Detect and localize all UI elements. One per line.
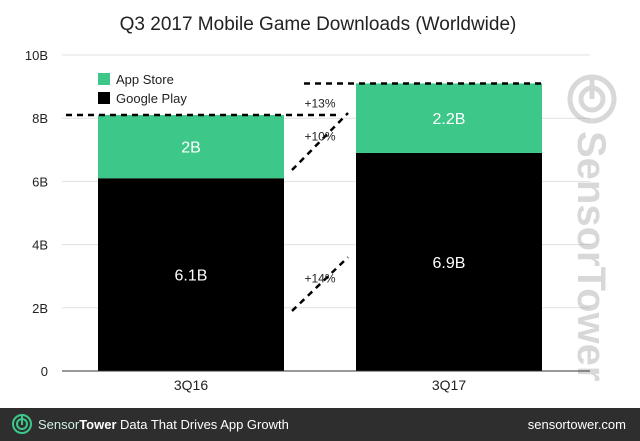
y-tick-label: 2B: [32, 301, 48, 316]
watermark-ring-inner: [578, 85, 606, 113]
footer-bar: SensorTower Data That Drives App Growth …: [0, 408, 640, 441]
y-tick-label: 6B: [32, 174, 48, 189]
sensortower-logo-icon: [12, 414, 32, 434]
legend-swatch-app-store: [98, 73, 110, 85]
y-axis-ticks: 0 2B 4B 6B 8B 10B: [25, 48, 48, 379]
bar-app-store-3q17: [356, 83, 542, 153]
bars: 6.1B 2B 6.9B 2.2B: [98, 83, 542, 371]
annotation-app-store: +10%: [304, 129, 335, 143]
footer-tagline: Data That Drives App Growth: [120, 417, 289, 432]
watermark-stem: [589, 77, 595, 99]
x-tick-label: 3Q17: [432, 377, 466, 393]
footer-brand: SensorTower: [38, 417, 117, 432]
watermark-text: SensorTower: [569, 131, 613, 381]
dashed-connector-app-store: [291, 112, 349, 171]
legend-label: App Store: [116, 72, 174, 87]
footer-site-link[interactable]: sensortower.com: [527, 417, 626, 432]
sensortower-watermark: SensorTower: [567, 74, 617, 381]
watermark-group: SensorTower: [567, 74, 617, 381]
bar-value-label: 2.2B: [433, 111, 466, 128]
annotation-total: +13%: [304, 96, 335, 110]
legend: App Store Google Play: [98, 72, 187, 106]
legend-label: Google Play: [116, 91, 187, 106]
bar-value-label: 6.9B: [433, 255, 466, 272]
annotation-google-play: +14%: [304, 272, 335, 286]
bar-value-label: 6.1B: [175, 268, 208, 285]
chart-title: Q3 2017 Mobile Game Downloads (Worldwide…: [120, 14, 517, 35]
stacked-bar-chart: Q3 2017 Mobile Game Downloads (Worldwide…: [25, 14, 617, 393]
bar-value-label: 2B: [181, 140, 201, 157]
y-tick-label: 0: [41, 364, 48, 379]
y-tick-label: 10B: [25, 48, 48, 63]
brand-tower: Tower: [79, 417, 117, 432]
bar-google-play-3q16: [98, 178, 284, 371]
x-axis-ticks: 3Q16 3Q17: [174, 377, 466, 393]
dashed-connector-google-play: [291, 256, 349, 312]
growth-annotations: +13% +10% +14%: [66, 82, 546, 312]
watermark-ring-outer: [567, 74, 617, 124]
brand-sensor: Sensor: [38, 417, 80, 432]
watermark-logo-icon: [567, 74, 617, 124]
legend-swatch-google-play: [98, 92, 110, 104]
bar-app-store-3q16: [98, 115, 284, 179]
y-tick-label: 4B: [32, 238, 48, 253]
x-tick-label: 3Q16: [174, 377, 208, 393]
y-tick-label: 8B: [32, 111, 48, 126]
bar-google-play-3q17: [356, 152, 542, 371]
